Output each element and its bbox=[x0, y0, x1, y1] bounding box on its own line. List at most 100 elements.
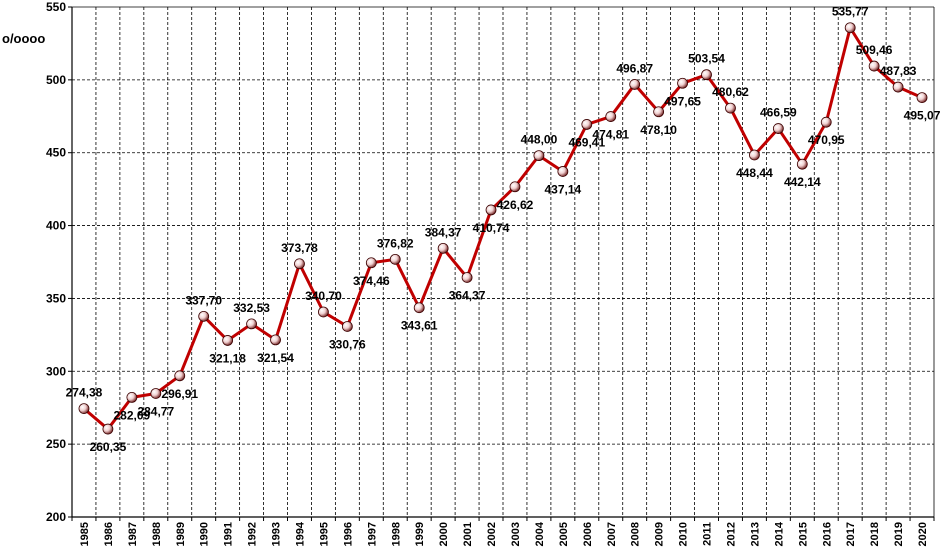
data-label: 469,41 bbox=[568, 135, 605, 149]
y-tick-label: 500 bbox=[46, 73, 66, 87]
data-label: 274,38 bbox=[66, 386, 103, 400]
x-tick-label: 2006 bbox=[582, 522, 594, 546]
y-tick-label: 450 bbox=[46, 146, 66, 160]
y-tick-label: 350 bbox=[46, 291, 66, 305]
x-tick-label: 2020 bbox=[917, 522, 929, 546]
y-tick-label: 550 bbox=[46, 0, 66, 14]
data-label: 487,83 bbox=[880, 64, 917, 78]
data-label: 284,77 bbox=[137, 404, 174, 418]
data-label: 474,81 bbox=[592, 128, 629, 142]
data-point bbox=[78, 403, 90, 415]
x-tick-label: 2014 bbox=[773, 521, 785, 546]
data-label: 364,37 bbox=[449, 288, 486, 302]
data-label: 448,44 bbox=[736, 166, 773, 180]
data-point bbox=[772, 123, 784, 134]
x-tick-label: 1988 bbox=[151, 522, 163, 546]
y-axis-unit-label: o/oooo bbox=[2, 31, 45, 46]
x-tick-label: 2018 bbox=[869, 522, 881, 546]
data-label: 373,78 bbox=[281, 241, 318, 255]
data-point bbox=[461, 272, 473, 283]
data-point bbox=[557, 166, 569, 177]
x-tick-label: 1994 bbox=[294, 521, 306, 546]
data-label: 296,91 bbox=[161, 387, 198, 401]
data-point bbox=[102, 423, 114, 435]
data-label: 509,46 bbox=[856, 43, 893, 57]
data-point bbox=[725, 102, 736, 114]
data-point bbox=[629, 79, 641, 90]
data-label: 337,70 bbox=[185, 293, 222, 307]
x-tick-label: 2015 bbox=[797, 522, 809, 546]
data-label: 497,65 bbox=[664, 94, 701, 108]
x-tick-label: 1992 bbox=[247, 522, 259, 546]
data-label: 330,76 bbox=[329, 337, 366, 351]
data-point bbox=[916, 92, 928, 103]
data-point bbox=[270, 334, 281, 346]
x-tick-label: 1997 bbox=[366, 522, 378, 546]
data-point bbox=[796, 158, 808, 170]
data-point bbox=[868, 60, 880, 72]
x-tick-label: 2003 bbox=[510, 522, 522, 546]
data-point bbox=[222, 335, 234, 346]
data-point bbox=[198, 310, 210, 322]
data-point bbox=[892, 81, 904, 93]
x-tick-label: 2009 bbox=[654, 522, 666, 546]
x-tick-label: 2004 bbox=[534, 521, 546, 546]
x-tick-label: 2016 bbox=[821, 522, 833, 546]
axes-layer: 200 250 300 350 400 450 500 550 1985 1986 1987 1988… bbox=[46, 0, 935, 546]
data-label: 466,59 bbox=[760, 106, 797, 120]
data-label: 410,74 bbox=[473, 221, 510, 235]
data-label: 340,70 bbox=[305, 289, 342, 303]
grid-layer bbox=[72, 6, 935, 517]
data-label: 503,54 bbox=[688, 52, 725, 66]
data-label: 321,18 bbox=[209, 351, 246, 365]
data-point bbox=[701, 69, 712, 81]
data-point bbox=[509, 181, 521, 193]
y-tick-label: 400 bbox=[46, 219, 66, 233]
data-label: 470,95 bbox=[808, 133, 845, 147]
data-label: 282,09 bbox=[114, 408, 151, 422]
x-tick-label: 1990 bbox=[199, 522, 211, 546]
x-tick-label: 1986 bbox=[103, 522, 115, 546]
data-label: 478,10 bbox=[640, 123, 677, 137]
x-tick-label: 2012 bbox=[725, 522, 737, 546]
x-tick-label: 2007 bbox=[606, 522, 618, 546]
data-point bbox=[437, 242, 449, 254]
data-point bbox=[126, 391, 138, 403]
data-point bbox=[533, 150, 545, 162]
data-point bbox=[294, 258, 305, 270]
data-label: 496,87 bbox=[616, 61, 653, 75]
x-tick-label: 2008 bbox=[630, 522, 642, 546]
x-tick-label: 2002 bbox=[486, 522, 498, 546]
data-point bbox=[605, 111, 617, 122]
x-tick-label: 2013 bbox=[749, 522, 761, 546]
data-label: 374,46 bbox=[353, 274, 390, 288]
x-tick-label: 1998 bbox=[390, 522, 402, 546]
x-tick-label: 2017 bbox=[845, 522, 857, 546]
data-point bbox=[749, 149, 760, 161]
x-tick-label: 1989 bbox=[175, 522, 187, 546]
data-point bbox=[820, 116, 832, 128]
y-tick-label: 200 bbox=[46, 510, 66, 524]
data-point bbox=[485, 204, 497, 216]
data-label: 535,77 bbox=[832, 5, 869, 19]
data-label: 480,62 bbox=[712, 85, 749, 99]
data-point bbox=[341, 321, 353, 332]
data-label: 426,62 bbox=[497, 198, 534, 212]
x-tick-label: 1985 bbox=[79, 522, 91, 546]
x-tick-label: 2005 bbox=[558, 522, 570, 546]
data-label: 321,54 bbox=[257, 351, 294, 365]
data-point bbox=[677, 77, 688, 89]
data-label: 495,07 bbox=[904, 109, 941, 123]
data-label: 437,14 bbox=[545, 182, 582, 196]
x-tick-label: 1993 bbox=[271, 522, 283, 546]
x-tick-label: 2011 bbox=[702, 522, 714, 546]
data-point bbox=[246, 318, 257, 330]
x-tick-label: 2001 bbox=[462, 522, 474, 546]
data-point bbox=[844, 22, 856, 34]
x-tick-label: 1996 bbox=[342, 522, 354, 546]
data-label: 448,00 bbox=[521, 133, 558, 147]
data-label: 384,37 bbox=[425, 225, 462, 239]
data-label: 332,53 bbox=[233, 301, 270, 315]
y-tick-label: 300 bbox=[46, 364, 66, 378]
